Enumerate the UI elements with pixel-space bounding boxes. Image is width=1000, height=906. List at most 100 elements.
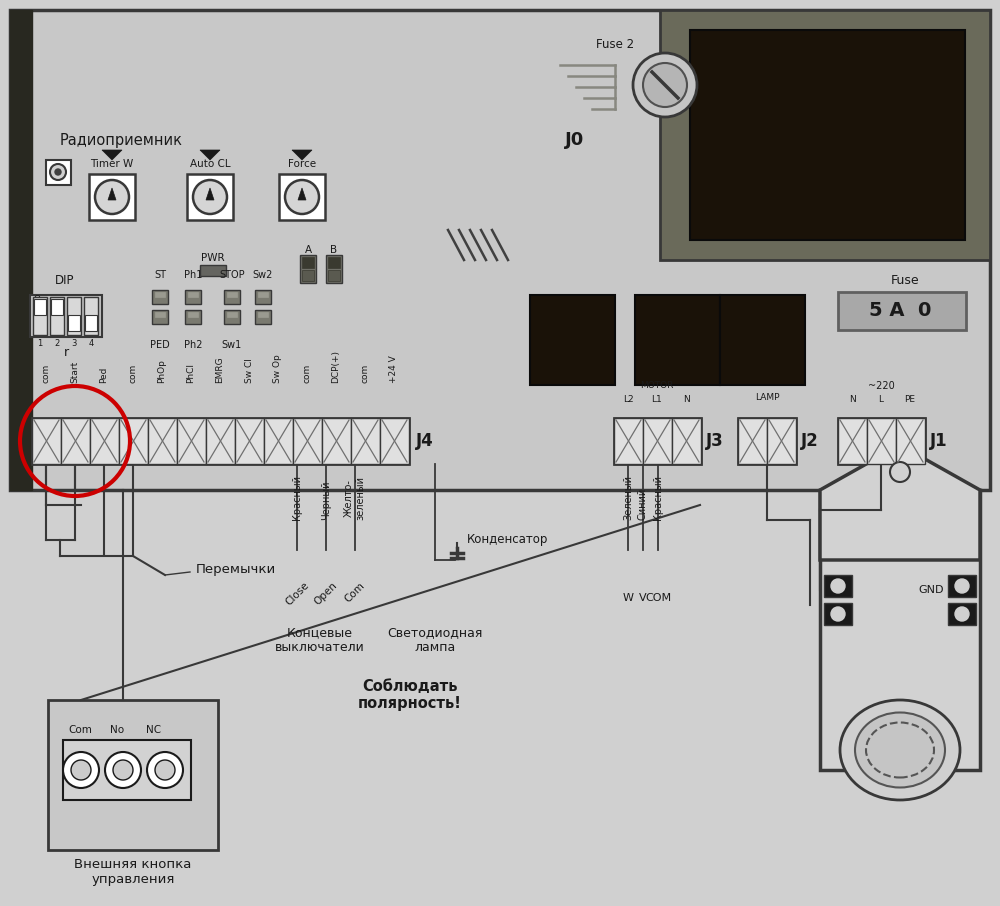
- Text: Close: Close: [283, 580, 311, 607]
- Bar: [152, 310, 168, 324]
- Text: B: B: [330, 245, 338, 255]
- Text: Черный: Черный: [321, 480, 331, 520]
- Text: Перемычки: Перемычки: [196, 563, 276, 575]
- Polygon shape: [206, 188, 214, 200]
- Bar: [30, 295, 102, 337]
- Bar: [188, 312, 198, 317]
- Bar: [10, 10, 32, 490]
- Text: Open: Open: [313, 580, 339, 607]
- Text: MOTOR: MOTOR: [640, 381, 674, 390]
- Text: No: No: [110, 725, 124, 735]
- Text: Красный: Красный: [653, 475, 663, 520]
- Text: Sw2: Sw2: [253, 270, 273, 280]
- Bar: [643, 418, 672, 464]
- Bar: [660, 10, 990, 260]
- Text: Концевые
выключатели: Концевые выключатели: [275, 626, 365, 654]
- Text: PhOp: PhOp: [158, 359, 166, 383]
- Circle shape: [50, 164, 66, 180]
- Text: Светодиодная
лампа: Светодиодная лампа: [387, 626, 483, 654]
- Bar: [258, 292, 268, 297]
- Circle shape: [955, 607, 969, 621]
- Bar: [68, 315, 80, 331]
- Text: Желто-
зеленый: Желто- зеленый: [344, 476, 366, 520]
- Bar: [155, 292, 165, 297]
- Circle shape: [155, 760, 175, 780]
- Bar: [738, 418, 767, 464]
- Bar: [255, 310, 271, 324]
- Bar: [838, 418, 867, 464]
- Bar: [300, 255, 316, 283]
- Bar: [227, 312, 237, 317]
- Bar: [224, 290, 240, 304]
- Text: Синий: Синий: [638, 487, 648, 520]
- Text: GND: GND: [918, 585, 944, 595]
- Text: 1: 1: [37, 339, 43, 348]
- Circle shape: [633, 53, 697, 117]
- Text: DCP(+): DCP(+): [332, 350, 340, 383]
- Bar: [152, 290, 168, 304]
- Bar: [206, 418, 235, 464]
- Circle shape: [890, 462, 910, 482]
- Bar: [824, 575, 852, 597]
- Bar: [820, 490, 980, 770]
- Bar: [185, 310, 201, 324]
- Text: Ped: Ped: [100, 367, 108, 383]
- Text: Auto CL: Auto CL: [190, 159, 230, 169]
- Circle shape: [113, 760, 133, 780]
- Text: DIP: DIP: [55, 275, 75, 287]
- Bar: [63, 740, 191, 800]
- Polygon shape: [108, 188, 116, 200]
- Bar: [322, 418, 351, 464]
- Bar: [326, 255, 342, 283]
- Text: Ph2: Ph2: [184, 340, 202, 350]
- Bar: [838, 418, 925, 464]
- Bar: [302, 270, 314, 281]
- Text: N: N: [683, 396, 689, 404]
- Bar: [530, 295, 615, 385]
- Text: Ph1: Ph1: [184, 270, 202, 280]
- Bar: [187, 174, 233, 220]
- Text: J4: J4: [416, 432, 434, 450]
- Bar: [46, 160, 71, 185]
- Text: J1: J1: [930, 432, 948, 450]
- Bar: [720, 295, 805, 385]
- Bar: [328, 270, 340, 281]
- Bar: [672, 418, 701, 464]
- Text: ST: ST: [154, 270, 166, 280]
- Bar: [85, 315, 97, 331]
- Text: A: A: [304, 245, 312, 255]
- Polygon shape: [102, 150, 122, 160]
- Bar: [185, 290, 201, 304]
- Circle shape: [105, 752, 141, 788]
- Bar: [61, 418, 90, 464]
- Bar: [10, 10, 990, 490]
- Bar: [738, 418, 796, 464]
- Text: NC: NC: [146, 725, 161, 735]
- Text: PE: PE: [904, 396, 916, 404]
- Text: Соблюдать
полярность!: Соблюдать полярность!: [358, 679, 462, 711]
- Text: PhCl: PhCl: [186, 363, 196, 383]
- Text: N: N: [849, 396, 855, 404]
- Text: COM: COM: [645, 593, 671, 603]
- Circle shape: [71, 760, 91, 780]
- Bar: [328, 257, 340, 268]
- Text: 2: 2: [54, 339, 60, 348]
- Bar: [48, 700, 218, 850]
- Bar: [824, 603, 852, 625]
- Text: Start: Start: [70, 361, 80, 383]
- Bar: [90, 418, 119, 464]
- Text: PED: PED: [150, 340, 170, 350]
- Polygon shape: [298, 188, 306, 200]
- Circle shape: [285, 180, 319, 214]
- Circle shape: [831, 607, 845, 621]
- Bar: [224, 310, 240, 324]
- Bar: [635, 295, 720, 385]
- Circle shape: [831, 579, 845, 593]
- Bar: [89, 174, 135, 220]
- Text: PWR: PWR: [201, 253, 225, 263]
- Text: com: com: [302, 363, 312, 383]
- Circle shape: [63, 752, 99, 788]
- Bar: [50, 297, 64, 335]
- Text: Com: Com: [343, 580, 367, 604]
- Text: LAMP: LAMP: [755, 393, 779, 402]
